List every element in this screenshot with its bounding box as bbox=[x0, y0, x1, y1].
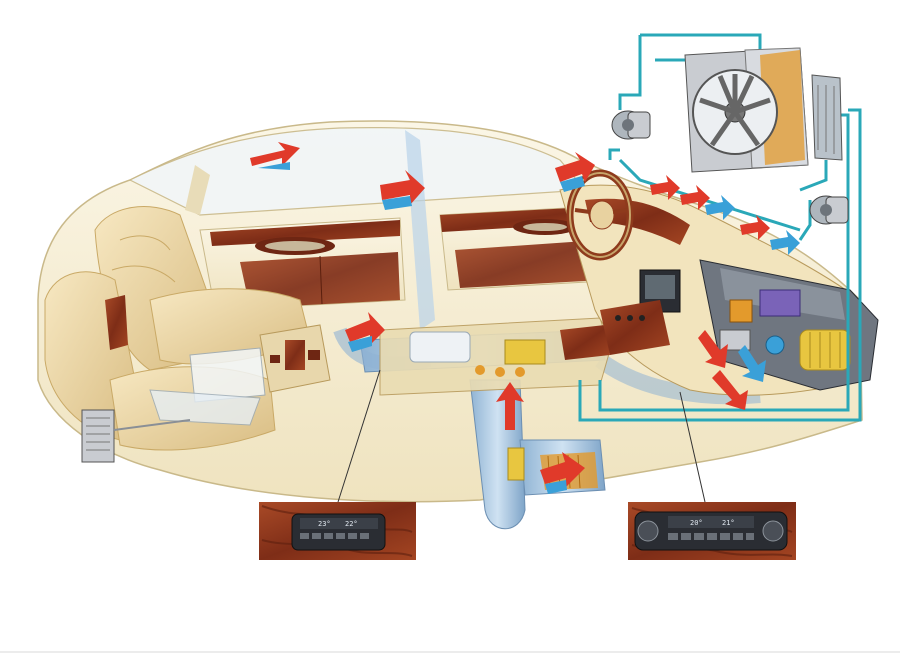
left-temp-knob[interactable] bbox=[637, 520, 659, 542]
rear-panel-button[interactable] bbox=[360, 533, 369, 539]
right-temp-knob[interactable] bbox=[762, 520, 784, 542]
refrigerant-lines bbox=[578, 33, 862, 422]
rear-wood-trim bbox=[105, 295, 128, 350]
rear-evaporator-unit bbox=[81, 409, 191, 463]
door-trim-rear bbox=[199, 217, 406, 311]
rear-left-temp-display: 23° bbox=[318, 520, 331, 528]
front-panel-button[interactable] bbox=[694, 533, 704, 540]
front-right-temp-display: 21° bbox=[722, 519, 735, 527]
rear-panel-button[interactable] bbox=[312, 533, 321, 539]
front-panel-button[interactable] bbox=[681, 533, 691, 540]
front-panel-button[interactable] bbox=[707, 533, 717, 540]
front-panel-button[interactable] bbox=[720, 533, 730, 540]
front-panel-button[interactable] bbox=[668, 533, 678, 540]
front-panel-button[interactable] bbox=[733, 533, 743, 540]
airflow-arrows bbox=[250, 142, 800, 494]
front-climate-control-panel: 20° 21° bbox=[628, 502, 796, 560]
front-left-temp-display: 20° bbox=[690, 519, 703, 527]
rear-panel-button[interactable] bbox=[336, 533, 345, 539]
leader-lines bbox=[337, 369, 706, 503]
rear-panel-button[interactable] bbox=[324, 533, 333, 539]
steering-wheel bbox=[566, 169, 634, 261]
rear-center-console bbox=[149, 324, 331, 426]
compressor-lower bbox=[809, 195, 849, 225]
rear-right-temp-display: 22° bbox=[345, 520, 358, 528]
rear-panel-button[interactable] bbox=[348, 533, 357, 539]
radiator-fan-assembly bbox=[684, 47, 843, 173]
front-panel-button[interactable] bbox=[746, 533, 754, 540]
compressor-upper bbox=[611, 110, 651, 140]
rear-climate-control-panel: 23° 22° bbox=[259, 502, 416, 560]
rear-panel-button[interactable] bbox=[300, 533, 309, 539]
center-console-module bbox=[379, 317, 611, 396]
